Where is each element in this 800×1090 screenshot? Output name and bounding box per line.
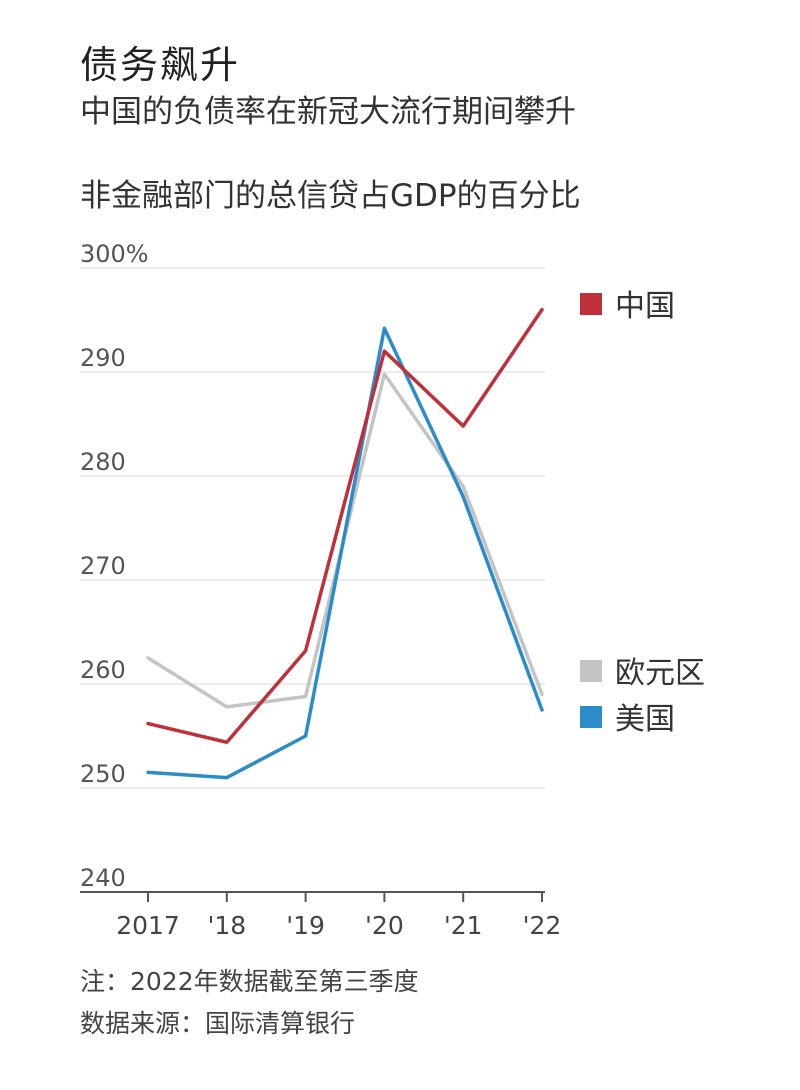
- legend-label: 欧元区: [615, 656, 705, 691]
- series-lines: [146, 307, 544, 780]
- chart-description: 非金融部门的总信贷占GDP的百分比: [80, 178, 581, 214]
- y-axis-tick-labels: 240 250 260 270 280 290 300%: [80, 240, 149, 892]
- x-tick-label: '20: [365, 911, 404, 940]
- legend-label: 美国: [615, 702, 675, 737]
- series-line-0: [146, 307, 544, 744]
- x-tick-label: '18: [207, 911, 246, 940]
- gridlines: [80, 267, 545, 789]
- source-note: 数据来源：国际清算银行: [80, 1009, 356, 1038]
- y-tick-label: 260: [80, 656, 126, 684]
- x-tick-label: '22: [523, 911, 562, 940]
- x-tick-label: '21: [444, 911, 483, 940]
- series-line-2: [146, 326, 544, 780]
- y-tick-label: 290: [80, 344, 126, 372]
- legend-swatch: [580, 660, 602, 682]
- legend-label: 中国: [615, 289, 675, 324]
- chart-title: 债务飙升: [80, 43, 241, 87]
- x-tick-label: '19: [286, 911, 325, 940]
- y-tick-label: 280: [80, 448, 126, 476]
- x-axis: 2017 '18 '19 '20 '21 '22: [80, 891, 562, 940]
- footnote: 注：2022年数据截至第三季度: [80, 967, 419, 996]
- x-tick-label: 2017: [116, 911, 180, 940]
- y-tick-label: 270: [80, 552, 126, 580]
- chart-subtitle: 中国的负债率在新冠大流行期间攀升: [80, 94, 576, 130]
- legend-swatch: [580, 293, 602, 315]
- y-tick-label: 240: [80, 864, 126, 892]
- y-tick-label: 300%: [80, 240, 149, 268]
- y-tick-label: 250: [80, 760, 126, 788]
- legend-swatch: [580, 706, 602, 728]
